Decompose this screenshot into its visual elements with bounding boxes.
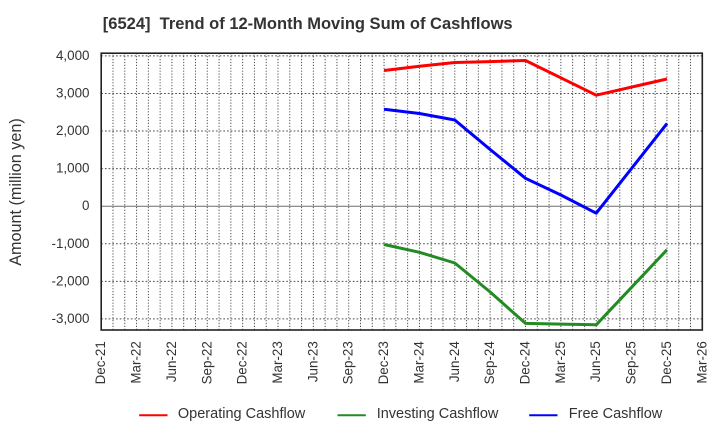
- svg-text:Amount (million yen): Amount (million yen): [7, 118, 25, 266]
- svg-text:4,000: 4,000: [56, 48, 90, 63]
- svg-text:Jun-23: Jun-23: [305, 341, 320, 382]
- svg-text:-2,000: -2,000: [52, 273, 90, 288]
- svg-text:Jun-25: Jun-25: [588, 341, 603, 382]
- svg-text:Free Cashflow: Free Cashflow: [569, 406, 663, 422]
- svg-text:Operating Cashflow: Operating Cashflow: [178, 406, 306, 422]
- svg-text:-1,000: -1,000: [52, 236, 90, 251]
- svg-text:Mar-22: Mar-22: [129, 341, 144, 383]
- svg-text:Jun-22: Jun-22: [164, 341, 179, 382]
- svg-text:Dec-24: Dec-24: [518, 341, 533, 385]
- svg-text:0: 0: [82, 198, 89, 213]
- svg-text:Mar-25: Mar-25: [553, 341, 568, 383]
- svg-text:Sep-24: Sep-24: [482, 341, 497, 385]
- svg-text:Mar-26: Mar-26: [694, 341, 709, 383]
- svg-text:-3,000: -3,000: [52, 311, 90, 326]
- svg-text:1,000: 1,000: [56, 161, 90, 176]
- svg-text:[6524] Trend of 12-Month Movi: [6524] Trend of 12-Month Moving Sum of C…: [103, 15, 513, 33]
- svg-text:Mar-23: Mar-23: [270, 341, 285, 383]
- svg-text:Dec-23: Dec-23: [376, 341, 391, 384]
- svg-text:3,000: 3,000: [56, 85, 90, 100]
- svg-text:Sep-25: Sep-25: [624, 341, 639, 384]
- svg-text:Mar-24: Mar-24: [411, 341, 426, 384]
- svg-text:2,000: 2,000: [56, 123, 90, 138]
- svg-text:Dec-22: Dec-22: [235, 341, 250, 384]
- svg-text:Sep-23: Sep-23: [341, 341, 356, 384]
- svg-text:Dec-25: Dec-25: [659, 341, 674, 384]
- svg-text:Sep-22: Sep-22: [199, 341, 214, 384]
- svg-text:Investing Cashflow: Investing Cashflow: [377, 406, 499, 422]
- svg-text:Jun-24: Jun-24: [447, 341, 462, 382]
- svg-text:Dec-21: Dec-21: [93, 341, 108, 384]
